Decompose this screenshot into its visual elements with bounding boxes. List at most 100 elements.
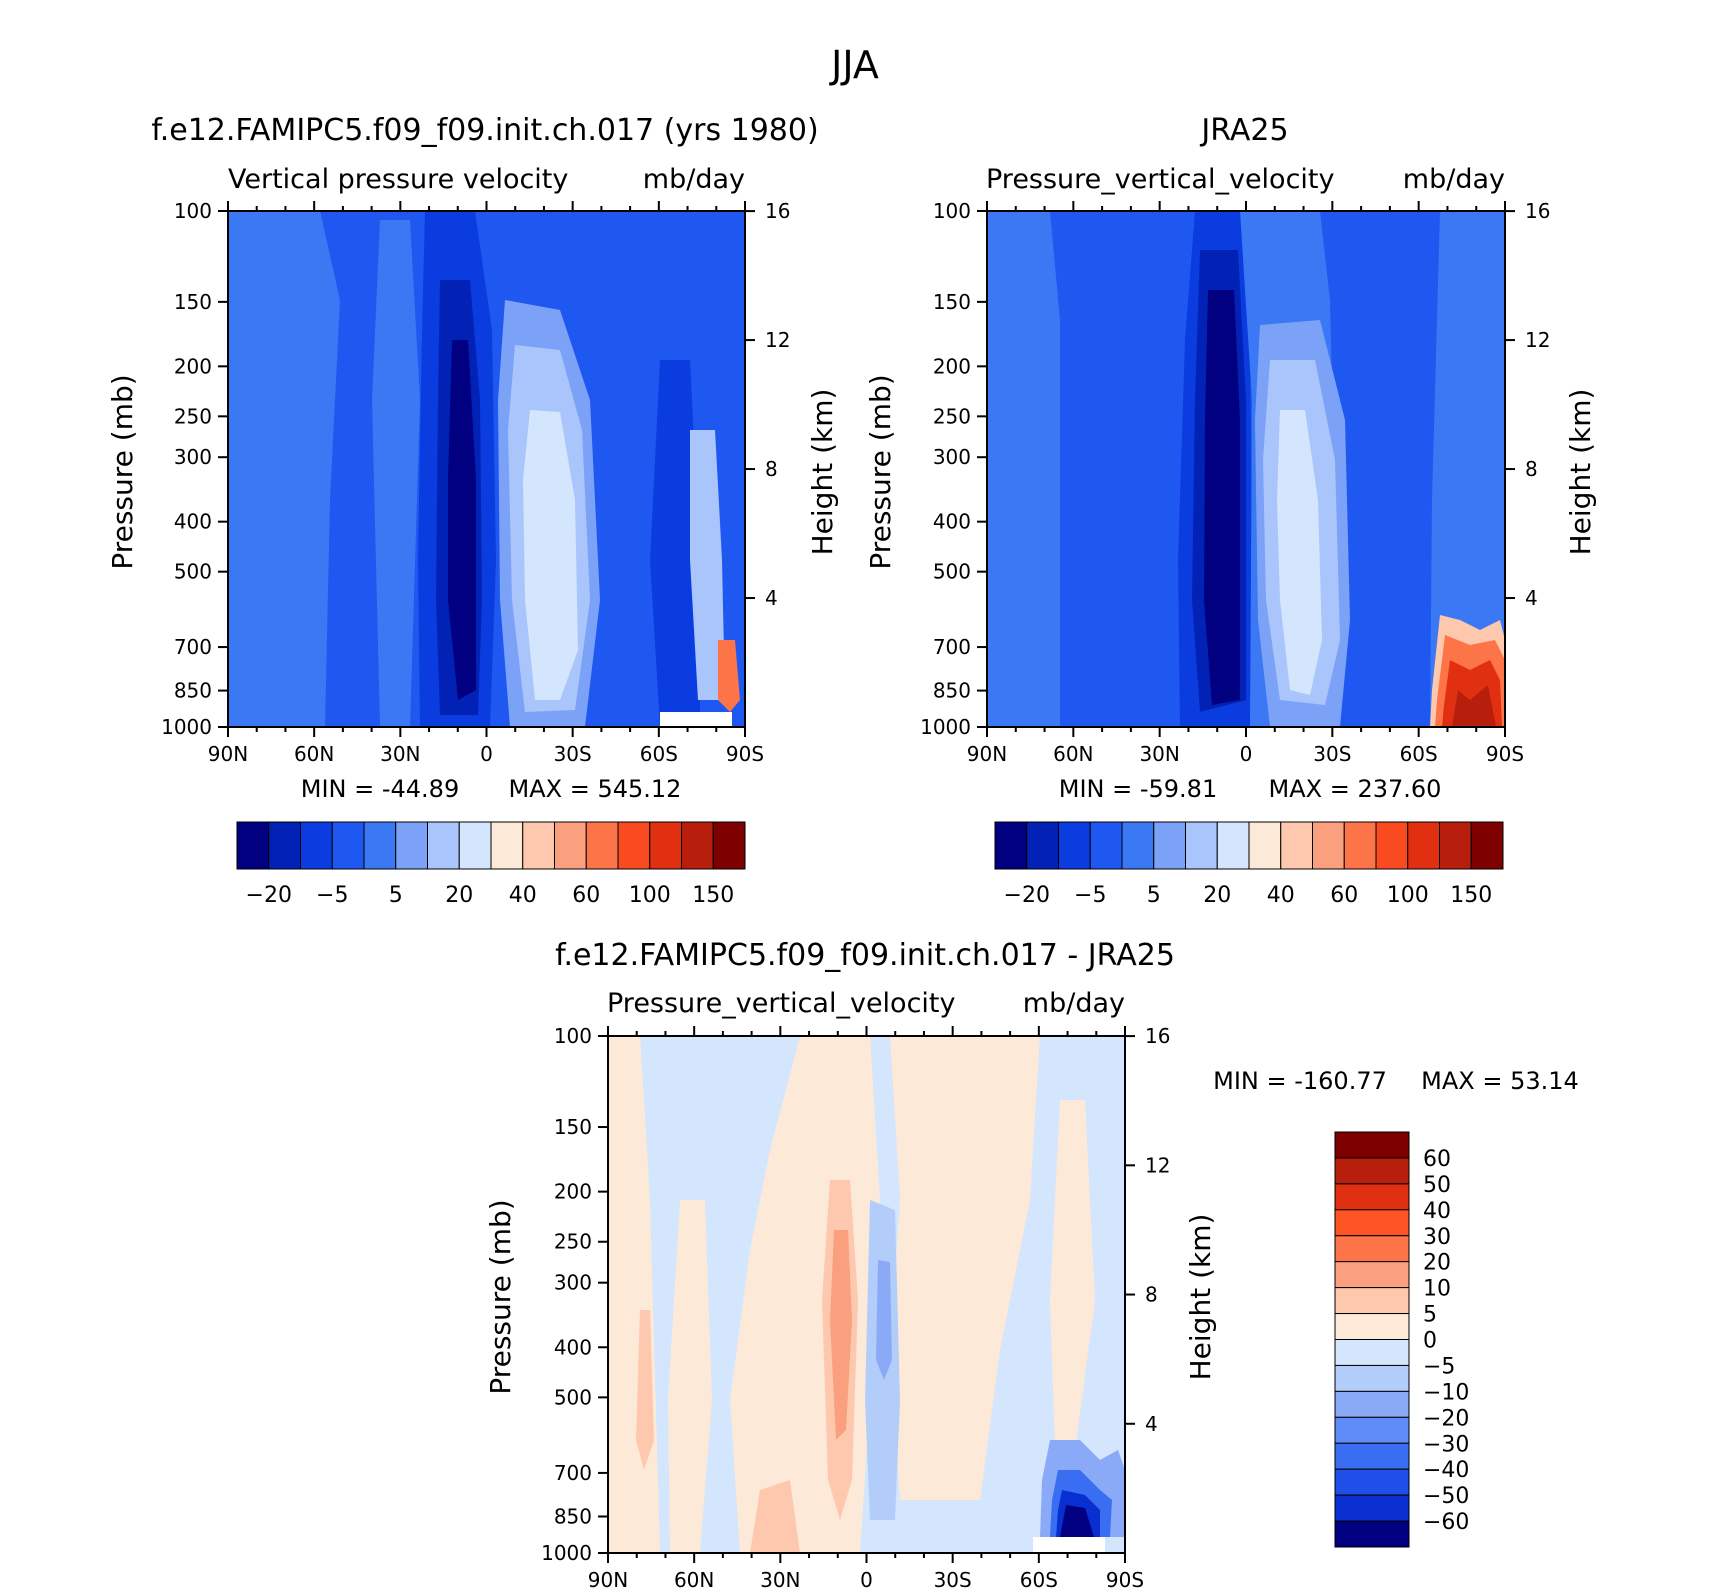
model-colorbar-cell [458, 821, 492, 870]
panel-obs-field [987, 211, 1505, 727]
diff-xtick-label: 60S [1020, 1568, 1058, 1592]
model-colorbar-label: −20 [246, 883, 292, 908]
diff-colorbar-label: −10 [1423, 1380, 1469, 1405]
diff-ytick-label: 200 [554, 1180, 592, 1204]
model-colorbar-cell [585, 821, 619, 870]
diff-masked [1033, 1537, 1105, 1553]
model-xtick-label: 30N [380, 742, 420, 766]
diff-colorbar-cell [1334, 1468, 1410, 1496]
model-band-polar2 [690, 430, 725, 700]
model-band-sh3 [523, 410, 578, 700]
model-x-ticks: 90N 60N 30N 0 30S 60S 90S [208, 201, 764, 766]
model-band-nh [372, 220, 420, 727]
model-ytick-label: 100 [174, 199, 212, 223]
model-colorbar: −20 −5 5 20 40 60 100 150 [236, 821, 746, 908]
diff-height-ticks: 16 12 8 4 [1125, 1024, 1170, 1436]
obs-colorbar-cell [1121, 821, 1155, 870]
panel-diff-subtitle-right: mb/day [1023, 988, 1125, 1019]
obs-colorbar-cell [1470, 821, 1504, 870]
obs-band-southpole [1430, 211, 1505, 727]
diff-colorbar-cell [1334, 1339, 1410, 1366]
obs-xtick-label: 90N [967, 742, 1007, 766]
diff-ytick-label: 700 [554, 1461, 592, 1485]
model-htick-label: 16 [765, 199, 790, 223]
panel-model-min: MIN = -44.89 [301, 775, 459, 803]
obs-colorbar-cell [1185, 821, 1218, 870]
model-colorbar-cell [427, 821, 460, 870]
obs-colorbar-cell [994, 821, 1028, 870]
model-colorbar-label: 100 [629, 883, 671, 908]
model-ytick-label: 700 [174, 635, 212, 659]
obs-colorbar-cell [1058, 821, 1091, 870]
obs-colorbar-cell [1312, 821, 1345, 870]
obs-colorbar-label: 150 [1450, 883, 1492, 908]
obs-ytick-label: 200 [933, 354, 971, 378]
obs-ytick-label: 300 [933, 445, 971, 469]
obs-ytick-label: 100 [933, 199, 971, 223]
obs-htick-label: 16 [1525, 199, 1550, 223]
diff-ytick-label: 300 [554, 1271, 592, 1295]
obs-colorbar-cell [1026, 821, 1059, 870]
diff-colorbar-cell [1334, 1183, 1410, 1211]
obs-colorbar-cell [1343, 821, 1377, 870]
diff-xtick-label: 30S [934, 1568, 972, 1592]
obs-ytick-label: 150 [933, 290, 971, 314]
diff-colorbar-label: 40 [1423, 1199, 1451, 1224]
obs-band-eq3 [1204, 290, 1240, 705]
panel-diff-min: MIN = -160.77 [1213, 1067, 1387, 1095]
panel-obs: JRA25 Pressure_vertical_velocity mb/day … [864, 113, 1597, 908]
diff-xtick-label: 90N [588, 1568, 628, 1592]
model-colorbar-label: 60 [572, 883, 600, 908]
obs-colorbar-label: 5 [1147, 883, 1161, 908]
obs-colorbar-label: −5 [1074, 883, 1106, 908]
model-colorbar-cell [617, 821, 651, 870]
model-xtick-label: 60N [294, 742, 334, 766]
diff-ytick-label: 1000 [541, 1541, 592, 1565]
model-ytick-label: 400 [174, 510, 212, 534]
diff-ytick-label: 150 [554, 1115, 592, 1139]
model-ytick-label: 200 [174, 354, 212, 378]
obs-colorbar-label: 100 [1387, 883, 1429, 908]
obs-xtick-label: 90S [1486, 742, 1524, 766]
model-ytick-label: 150 [174, 290, 212, 314]
model-colorbar-label: 150 [692, 883, 734, 908]
obs-ytick-label: 400 [933, 510, 971, 534]
diff-colorbar-cell [1334, 1442, 1410, 1470]
obs-colorbar-cell [1089, 821, 1123, 870]
obs-colorbar-label: −20 [1004, 883, 1050, 908]
model-ytick-label: 850 [174, 679, 212, 703]
obs-xtick-label: 30N [1139, 742, 1179, 766]
obs-band-ant4 [1452, 685, 1496, 727]
panel-diff-ylabel-right: Height (km) [1184, 1214, 1217, 1381]
model-ytick-label: 500 [174, 560, 212, 584]
diff-pos-i [750, 1480, 800, 1553]
diff-ytick-label: 500 [554, 1385, 592, 1409]
obs-colorbar-label: 40 [1267, 883, 1295, 908]
figure-title: JJA [829, 43, 879, 87]
diff-pos-g [830, 1230, 852, 1440]
model-band-mid [228, 211, 340, 727]
diff-colorbar-label: 10 [1423, 1277, 1451, 1302]
obs-colorbar-label: 20 [1203, 883, 1231, 908]
obs-colorbar: −20 −5 5 20 40 60 100 150 [994, 821, 1504, 908]
diff-ytick-label: 400 [554, 1335, 592, 1359]
diff-colorbar-cell [1334, 1131, 1410, 1159]
obs-ytick-label: 500 [933, 560, 971, 584]
diff-htick-label: 4 [1145, 1412, 1158, 1436]
diff-colorbar-label: −50 [1423, 1484, 1469, 1509]
obs-ytick-label: 250 [933, 404, 971, 428]
diff-ytick-label: 850 [554, 1505, 592, 1529]
obs-htick-label: 4 [1525, 586, 1538, 610]
model-colorbar-cell [395, 821, 428, 870]
obs-colorbar-cell [1216, 821, 1250, 870]
panel-obs-min: MIN = -59.81 [1059, 775, 1217, 803]
model-colorbar-label: 5 [389, 883, 403, 908]
model-colorbar-cell [554, 821, 587, 870]
model-colorbar-cell [490, 821, 524, 870]
diff-y-ticks: 100 150 200 250 300 400 500 700 850 1000 [541, 1024, 608, 1565]
panel-model-max: MAX = 545.12 [509, 775, 682, 803]
obs-colorbar-cell [1375, 821, 1409, 870]
panel-obs-ylabel: Pressure (mb) [864, 374, 897, 569]
